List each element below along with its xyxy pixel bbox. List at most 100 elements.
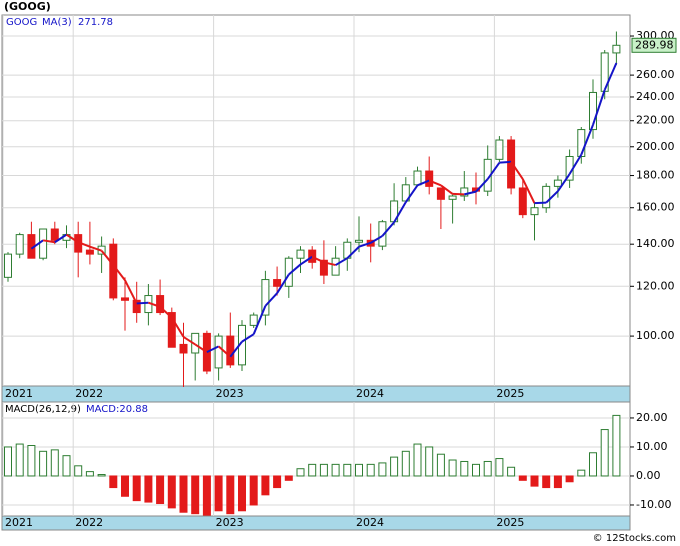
candle-body [226, 335, 235, 366]
macd-bar [553, 475, 562, 489]
y-tick-label: 100.00 [636, 329, 675, 342]
macd-bar [355, 463, 363, 477]
ma-line [206, 345, 220, 354]
candle-body [273, 279, 282, 287]
macd-bar [27, 445, 36, 477]
ma-line [182, 336, 196, 346]
ma-line [252, 305, 267, 335]
x-tick-label: 2024 [356, 387, 384, 400]
macd-bar [600, 429, 609, 477]
legend-ma-value: 271.78 [78, 17, 113, 28]
price-box [631, 37, 677, 53]
candle-body [319, 259, 328, 276]
candle-body [308, 249, 317, 263]
macd-bar [109, 475, 118, 489]
candle-body [553, 179, 562, 187]
macd-bar [261, 475, 270, 496]
macd-bar [518, 475, 527, 481]
macd-bar [179, 475, 188, 513]
ma-line [440, 184, 454, 195]
candle-body [15, 234, 24, 255]
candle-body [436, 187, 445, 200]
macd-bar [308, 463, 317, 477]
candle-body [156, 295, 165, 314]
ma-line [323, 261, 336, 267]
candle-body [4, 253, 12, 278]
y-tick-label: 260.00 [636, 68, 675, 81]
macd-bar [296, 468, 305, 477]
macd-bar [273, 475, 282, 489]
ma-line [464, 190, 477, 196]
candle-body [355, 239, 363, 243]
ma-line [299, 255, 313, 266]
ma-line [100, 250, 115, 266]
ma-line [65, 233, 79, 244]
macd-bar [4, 446, 12, 477]
candle-body [518, 187, 527, 216]
chart-title: (GOOG) [4, 0, 51, 13]
macd-bar [156, 475, 165, 505]
x-tick-label: 2023 [216, 516, 244, 529]
x-tick-label: 2022 [75, 516, 103, 529]
ma-line [148, 301, 161, 308]
ma-line [311, 255, 325, 264]
macd-bar [15, 443, 24, 477]
ma-line [381, 221, 395, 237]
macd-legend: MACD(26,12,9) [5, 404, 81, 415]
macd-bar [425, 446, 434, 477]
macd-bar [530, 475, 539, 487]
macd-bar [378, 462, 387, 477]
macd-bar [74, 465, 83, 477]
candle-body [507, 139, 516, 189]
macd-bar [343, 463, 352, 477]
y-tick-label: 0.00 [636, 469, 661, 482]
candle-body [167, 312, 176, 348]
candle-body [109, 243, 118, 299]
x-tick-label: 2024 [356, 516, 384, 529]
y-tick-label: 10.00 [636, 440, 668, 453]
ma-line [393, 201, 407, 223]
ma-line [592, 89, 606, 126]
macd-bar [132, 475, 141, 502]
footer: © 12Stocks.com [593, 533, 676, 544]
macd-bar [472, 463, 480, 477]
macd-bar [565, 475, 574, 483]
legend-symbol: GOOG [6, 17, 37, 28]
ma-line [276, 273, 290, 294]
candle-body [296, 249, 305, 259]
ma-line [335, 257, 348, 266]
macd-bar [390, 456, 399, 477]
ma-line [580, 124, 594, 156]
candle-body [530, 207, 539, 216]
macd-bar [121, 475, 129, 497]
candle-body [413, 170, 422, 186]
macd-bar [366, 463, 375, 477]
ma-line [545, 190, 559, 204]
candle-body [249, 314, 258, 326]
x-tick-label: 2025 [496, 387, 524, 400]
ma-line [77, 241, 91, 248]
ma-line [486, 162, 501, 180]
y-tick-label: -10.00 [636, 498, 671, 511]
ma-line [428, 179, 442, 187]
ma-line [194, 343, 208, 353]
ma-line [89, 245, 102, 252]
candle-body [132, 299, 141, 314]
ma-line [264, 292, 278, 307]
ma-line [603, 62, 618, 91]
y-tick-label: 240.00 [636, 90, 675, 103]
macd-bar [202, 475, 211, 516]
y-tick-label: 140.00 [636, 237, 675, 250]
x-tick-label: 2023 [216, 387, 244, 400]
ma-line [217, 345, 231, 358]
macd-bar [249, 475, 258, 506]
macd-bar [85, 471, 94, 477]
macd-bar [214, 475, 223, 512]
macd-bar [238, 475, 246, 512]
candle-body [542, 185, 551, 209]
ma-line [358, 241, 372, 248]
candle-body [50, 228, 59, 241]
ma-line [346, 246, 360, 259]
